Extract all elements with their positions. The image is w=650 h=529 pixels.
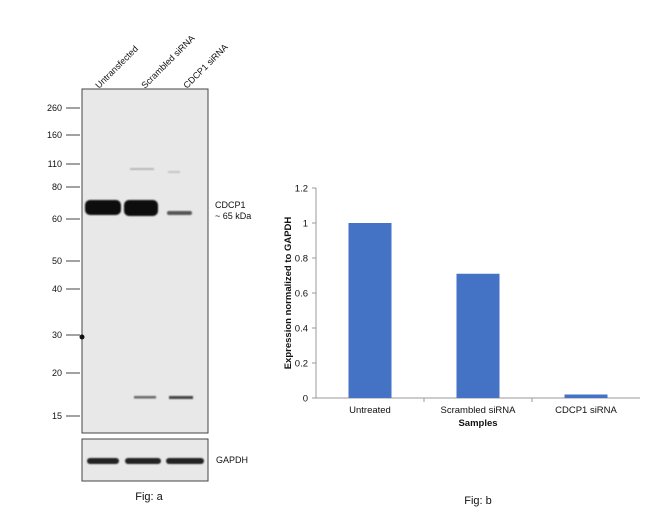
x-axis-label: Samples xyxy=(458,418,497,429)
y-axis-label: Expression normalized to GAPDH xyxy=(283,217,294,370)
y-tick-label: 0 xyxy=(303,394,308,405)
band-label-cdcp1: CDCP1 xyxy=(215,200,246,210)
mw-marker-label: 80 xyxy=(52,182,62,192)
band-label-size: ~ 65 kDa xyxy=(215,211,251,221)
band-low-scrambled xyxy=(134,396,156,399)
y-tick-label: 1.2 xyxy=(295,184,308,195)
western-blot-figure: Untransfected Scrambled siRNA CDCP1 siRN… xyxy=(47,33,251,503)
figure-a-caption: Fig: a xyxy=(135,491,163,503)
mw-marker-label: 60 xyxy=(52,214,62,224)
mw-marker-label: 30 xyxy=(52,330,62,340)
y-tick-label: 0.6 xyxy=(295,289,308,300)
y-tick-label: 0.4 xyxy=(295,324,308,335)
blot-panel-main xyxy=(81,88,209,434)
x-tick-label: Untreated xyxy=(349,405,391,416)
band-gapdh-scrambled xyxy=(125,458,161,464)
mw-markers: 260 160 110 80 60 50 40 30 20 15 xyxy=(47,103,80,421)
mw-marker-label: 20 xyxy=(52,368,62,378)
bar-cdcp1-sirna xyxy=(564,394,608,398)
loading-control-label: GAPDH xyxy=(216,455,248,465)
mw-marker-label: 160 xyxy=(47,130,62,140)
lane-label-cdcp1-sirna: CDCP1 siRNA xyxy=(181,42,229,90)
band-cdcp1-knockdown xyxy=(167,211,192,215)
lane-label-untransfected: Untransfected xyxy=(93,44,140,91)
bar-untreated xyxy=(348,223,392,398)
y-tick-label: 0.2 xyxy=(295,359,308,370)
bar-scrambled-sirna xyxy=(456,273,500,398)
x-tick-label: Scrambled siRNA xyxy=(441,405,517,416)
x-axis-ticks: Untreated Scrambled siRNA CDCP1 siRNA xyxy=(349,398,618,416)
band-faint-high-scrambled xyxy=(130,168,154,170)
bar-chart: 0 0.2 0.4 0.6 0.8 1 1.2 Untreated Scrambled siR… xyxy=(283,184,640,507)
mw-marker-label: 40 xyxy=(52,284,62,294)
band-gapdh-untransfected xyxy=(87,458,119,464)
bars-group xyxy=(348,223,608,398)
mw-marker-label: 110 xyxy=(48,159,62,169)
mw-marker-label: 15 xyxy=(52,411,62,421)
band-cdcp1-untransfected xyxy=(85,200,121,215)
y-tick-label: 1 xyxy=(303,219,308,230)
figure-b-caption: Fig: b xyxy=(464,495,492,507)
y-axis-ticks: 0 0.2 0.4 0.6 0.8 1 1.2 xyxy=(295,184,316,405)
band-gapdh-knockdown xyxy=(166,458,204,464)
band-faint-high-knockdown xyxy=(168,171,180,173)
mw-marker-label: 50 xyxy=(52,256,62,266)
mw-marker-label: 260 xyxy=(47,103,62,113)
band-low-knockdown xyxy=(169,396,193,399)
x-tick-label: CDCP1 siRNA xyxy=(555,405,617,416)
band-cdcp1-scrambled xyxy=(124,200,158,216)
marker-dot xyxy=(79,334,85,340)
y-tick-label: 0.8 xyxy=(295,254,308,265)
